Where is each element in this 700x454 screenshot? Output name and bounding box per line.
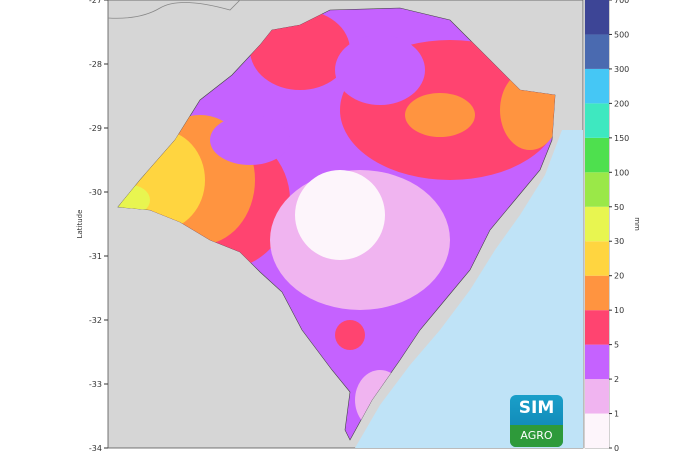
colorbar-segment — [585, 103, 609, 138]
y-tick-label: -30 — [89, 188, 102, 197]
y-tick-label: -32 — [89, 316, 102, 325]
colorbar-tick-label: 1 — [614, 410, 619, 419]
colorbar-segment — [585, 34, 609, 69]
colorbar-tick-label: 30 — [614, 237, 624, 246]
field-red — [335, 320, 365, 350]
colorbar-label: mm — [633, 217, 641, 231]
colorbar-tick-label: 100 — [614, 168, 629, 177]
colorbar-segment — [585, 413, 609, 448]
y-axis-label: Latitude — [76, 210, 84, 239]
y-tick-label: -27 — [89, 0, 102, 5]
border-line — [107, 0, 241, 19]
y-tick-label: -28 — [89, 60, 102, 69]
colorbar-segment — [585, 68, 609, 104]
colorbar-segment — [585, 206, 609, 242]
colorbar-segment — [585, 0, 609, 35]
simagro-logo: SIM AGRO — [510, 395, 563, 447]
colorbar-tick-label: 700 — [614, 0, 629, 5]
ocean — [355, 130, 583, 448]
field-white — [295, 170, 385, 260]
colorbar-segment — [585, 241, 609, 276]
colorbar-segment — [585, 310, 609, 345]
logo-line2: AGRO — [510, 425, 563, 447]
colorbar-segment — [585, 172, 609, 207]
colorbar-segment — [585, 275, 609, 311]
colorbar-segment — [585, 344, 609, 380]
field-orange — [405, 93, 475, 137]
colorbar-tick-label: 5 — [614, 341, 619, 350]
latitude-axis: -27 -28 -29 -30 -31 -32 -33 -34 — [89, 0, 108, 453]
y-tick-label: -31 — [89, 252, 102, 261]
colorbar-tick-label: 500 — [614, 30, 629, 39]
colorbar-segment — [585, 137, 609, 173]
field-red — [250, 10, 350, 90]
colorbar-tick-label: 150 — [614, 134, 629, 143]
colorbar-tick-label: 200 — [614, 99, 629, 108]
colorbar-tick-label: 2 — [614, 375, 619, 384]
field-purple — [335, 35, 425, 105]
logo-line1: SIM — [518, 398, 555, 418]
y-tick-label: -29 — [89, 124, 102, 133]
colorbar: 0 1 2 5 10 20 30 50 100 150 200 300 500 700 — [585, 0, 629, 453]
y-tick-label: -34 — [89, 444, 102, 453]
colorbar-segment — [585, 379, 609, 414]
colorbar-tick-label: 0 — [614, 444, 619, 453]
colorbar-tick-label: 10 — [614, 306, 624, 315]
y-tick-label: -33 — [89, 380, 102, 389]
colorbar-tick-label: 20 — [614, 272, 624, 281]
colorbar-tick-label: 300 — [614, 65, 629, 74]
field-purple — [210, 115, 290, 165]
colorbar-tick-label: 50 — [614, 203, 624, 212]
